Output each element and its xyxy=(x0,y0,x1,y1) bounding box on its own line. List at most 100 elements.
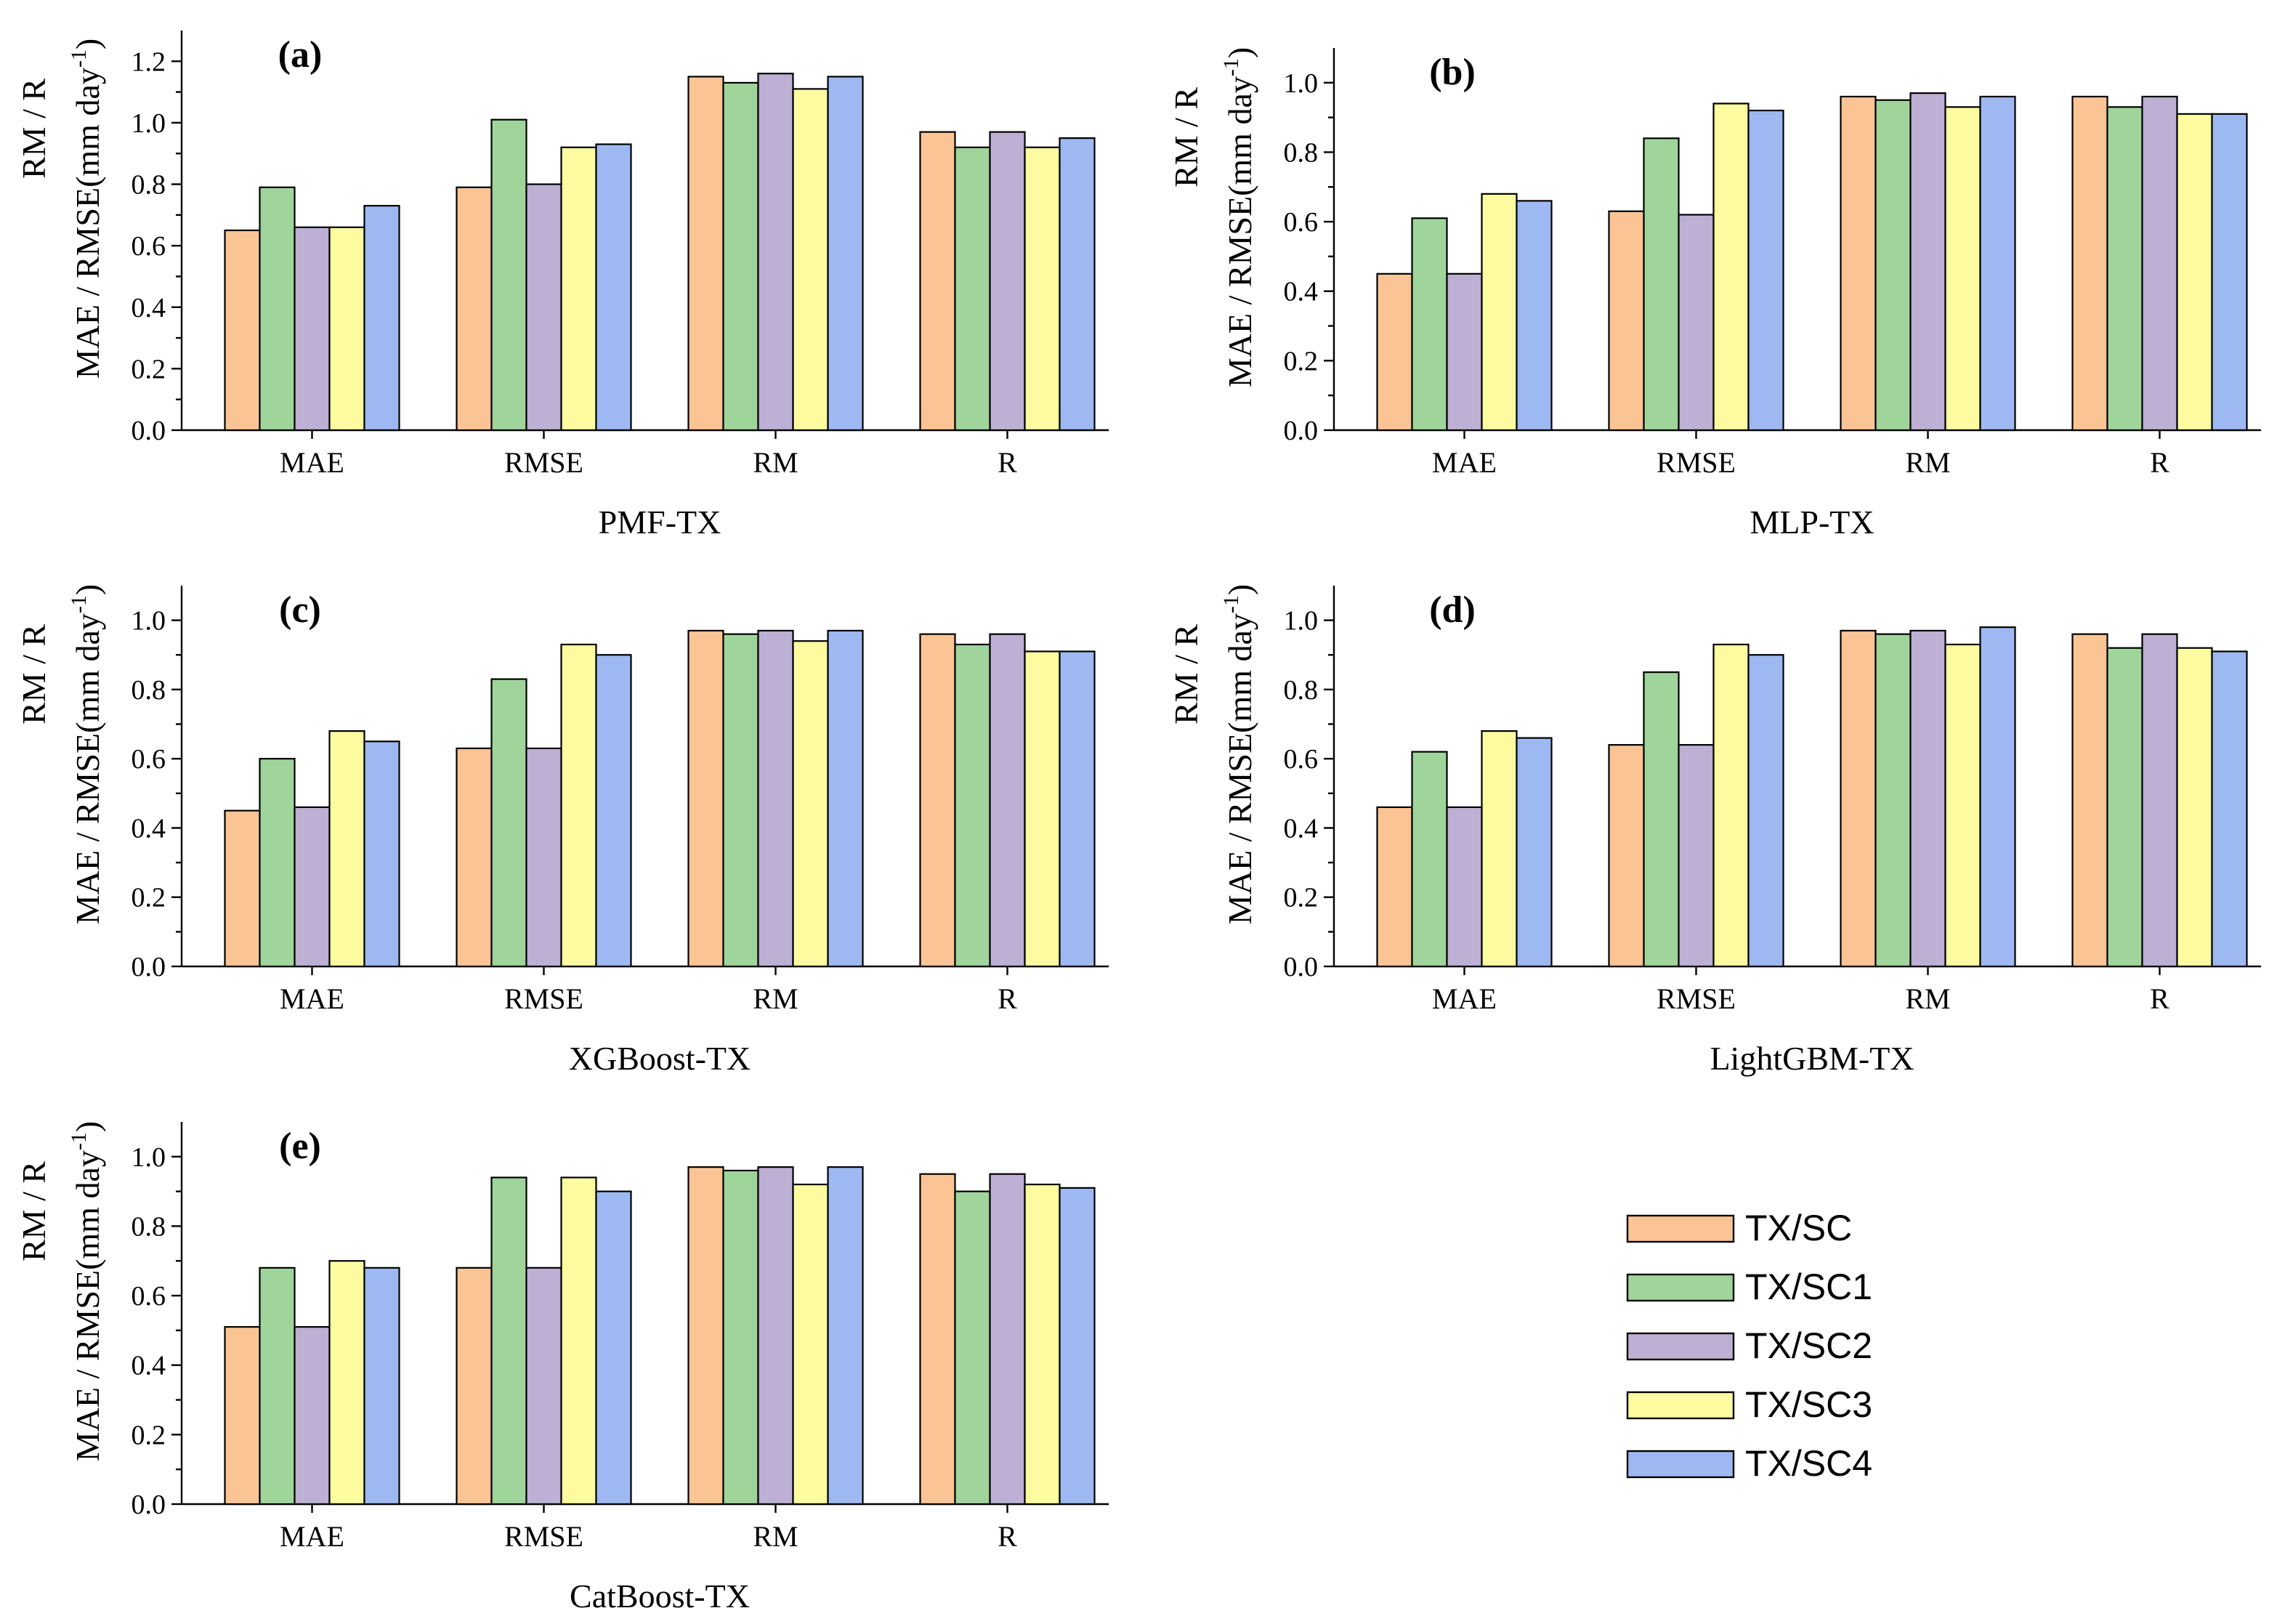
bar-tx-sc-rm xyxy=(1840,629,1877,968)
x-axis-label: CatBoost-TX xyxy=(570,1577,750,1615)
bar-tx-sc4-rmse xyxy=(595,1190,632,1506)
panel-d: 0.0 0.2 0.4 0.6 0.8 1.0 MAE RMSE RM R LightGBM-TX R… xyxy=(1168,584,2261,1077)
bar-tx-sc3-rmse xyxy=(1712,643,1750,968)
bar-tx-sc3-r xyxy=(1024,650,1061,968)
y-tick-label: 0.6 xyxy=(132,231,166,262)
bar-tx-sc1-rmse xyxy=(490,1176,527,1506)
x-axis-label: LightGBM-TX xyxy=(1710,1040,1914,1077)
x-tick-label: RM xyxy=(753,1520,798,1553)
bar-tx-sc3-rm xyxy=(792,88,829,432)
bar-tx-sc-r xyxy=(919,633,956,968)
bar-tx-sc4-mae xyxy=(1516,737,1553,968)
bar-tx-sc1-r xyxy=(954,643,991,968)
bar-tx-sc2-rm xyxy=(757,1166,794,1506)
legend-swatch xyxy=(1626,1391,1735,1420)
bar-tx-sc3-r xyxy=(2176,113,2213,432)
bar-tx-sc4-mae xyxy=(363,740,400,968)
bar-tx-sc1-mae xyxy=(259,186,296,432)
bar-tx-sc2-mae xyxy=(294,1326,331,1506)
panel-label: (d) xyxy=(1429,589,1476,631)
bar-tx-sc-rm xyxy=(687,76,724,432)
bar-tx-sc2-rmse xyxy=(1678,744,1715,968)
bar-tx-sc-rmse xyxy=(456,1267,493,1506)
panel-label: (b) xyxy=(1429,52,1476,93)
x-axis-label: MLP-TX xyxy=(1750,504,1874,541)
bar-tx-sc2-rmse xyxy=(525,183,562,432)
y-tick-label: 0.6 xyxy=(1284,744,1319,775)
y-tick-label: 0.0 xyxy=(1284,416,1319,446)
y-axis-label-primary: MAE / RMSE(mm day-1) xyxy=(67,584,106,924)
y-tick-label: 1.0 xyxy=(132,108,166,139)
bar-tx-sc3-rmse xyxy=(1712,102,1750,432)
bar-tx-sc1-rm xyxy=(722,633,759,968)
bar-tx-sc2-r xyxy=(2141,633,2178,968)
bar-tx-sc4-rmse xyxy=(595,143,632,432)
y-tick-label: 0.2 xyxy=(132,1420,166,1450)
bar-tx-sc1-mae xyxy=(1411,751,1448,968)
panel-e: 0.0 0.2 0.4 0.6 0.8 1.0 MAE RMSE RM R CatBoost-TX R… xyxy=(15,1121,1109,1615)
bar-tx-sc4-rmse xyxy=(1747,654,1784,968)
bar-tx-sc1-rm xyxy=(722,1169,759,1506)
bar-tx-sc4-rm xyxy=(827,76,864,432)
x-tick-label: RMSE xyxy=(1657,982,1736,1015)
bar-tx-sc-r xyxy=(919,131,956,432)
bar-tx-sc4-rm xyxy=(827,629,864,968)
x-tick-label: RMSE xyxy=(504,1520,583,1553)
bar-tx-sc-rm xyxy=(1840,95,1877,432)
bar-tx-sc-r xyxy=(2071,95,2108,432)
y-tick-label: 0.0 xyxy=(1284,952,1319,982)
bar-tx-sc3-r xyxy=(1024,1183,1061,1506)
bar-tx-sc4-rmse xyxy=(595,654,632,968)
y-tick-label: 0.4 xyxy=(132,293,166,323)
y-tick-label: 0.6 xyxy=(1284,207,1319,238)
bar-tx-sc-mae xyxy=(224,1326,261,1506)
panel-b: 0.0 0.2 0.4 0.6 0.8 1.0 MAE RMSE RM R MLP-TX RM / R… xyxy=(1168,47,2261,541)
x-tick-label: R xyxy=(998,982,1017,1015)
bar-tx-sc3-rm xyxy=(792,640,829,968)
y-tick-label: 0.8 xyxy=(132,170,166,201)
x-tick-label: RM xyxy=(753,446,798,479)
bar-tx-sc3-rmse xyxy=(560,146,597,432)
y-tick-label: 0.2 xyxy=(132,883,166,913)
bar-tx-sc-rmse xyxy=(1608,744,1645,968)
bar-tx-sc4-mae xyxy=(363,205,400,432)
bar-tx-sc-r xyxy=(2071,633,2108,968)
y-axis-label-secondary: RM / R xyxy=(15,1161,52,1261)
bar-tx-sc2-rmse xyxy=(1678,214,1715,432)
y-axis-label-primary: MAE / RMSE(mm day-1) xyxy=(1219,584,1258,924)
y-tick-label: 0.0 xyxy=(132,416,166,446)
bar-tx-sc4-r xyxy=(1059,1187,1096,1506)
y-tick-label: 0.0 xyxy=(132,952,166,982)
y-tick-label: 0.8 xyxy=(132,1211,166,1242)
bar-tx-sc2-r xyxy=(2141,95,2178,432)
bar-tx-sc2-r xyxy=(989,633,1026,968)
bar-tx-sc2-rmse xyxy=(525,747,562,968)
bar-tx-sc4-rm xyxy=(1979,95,2016,432)
bar-tx-sc-rm xyxy=(687,1166,724,1506)
legend-label: TX/SC xyxy=(1745,1208,1852,1248)
bar-tx-sc3-mae xyxy=(328,1260,365,1506)
legend-label: TX/SC2 xyxy=(1745,1325,1872,1366)
x-tick-label: MAE xyxy=(1432,982,1497,1015)
bar-tx-sc2-mae xyxy=(1446,806,1483,968)
bar-tx-sc-r xyxy=(919,1173,956,1506)
x-tick-label: RMSE xyxy=(504,982,583,1015)
bar-tx-sc4-r xyxy=(2211,650,2248,968)
bar-tx-sc-rmse xyxy=(1608,210,1645,432)
y-tick-label: 1.0 xyxy=(132,606,166,637)
legend-label: TX/SC1 xyxy=(1745,1267,1872,1307)
y-tick-label: 1.2 xyxy=(132,47,166,77)
bar-tx-sc1-rmse xyxy=(490,678,527,968)
x-tick-label: MAE xyxy=(1432,446,1497,479)
bar-tx-sc4-r xyxy=(1059,137,1096,432)
y-tick-label: 0.2 xyxy=(1284,883,1319,913)
bar-tx-sc4-mae xyxy=(1516,200,1553,432)
y-axis-label-secondary: RM / R xyxy=(15,78,52,179)
bar-tx-sc1-rm xyxy=(722,81,759,432)
y-axis-label-secondary: RM / R xyxy=(15,624,52,724)
legend-swatch xyxy=(1626,1273,1735,1302)
panel-label: (e) xyxy=(279,1126,321,1167)
y-tick-label: 0.4 xyxy=(132,1351,166,1381)
bar-tx-sc2-rm xyxy=(757,629,794,968)
panel-c: 0.0 0.2 0.4 0.6 0.8 1.0 MAE RMSE RM R XGBoost-TX RM… xyxy=(15,584,1109,1077)
